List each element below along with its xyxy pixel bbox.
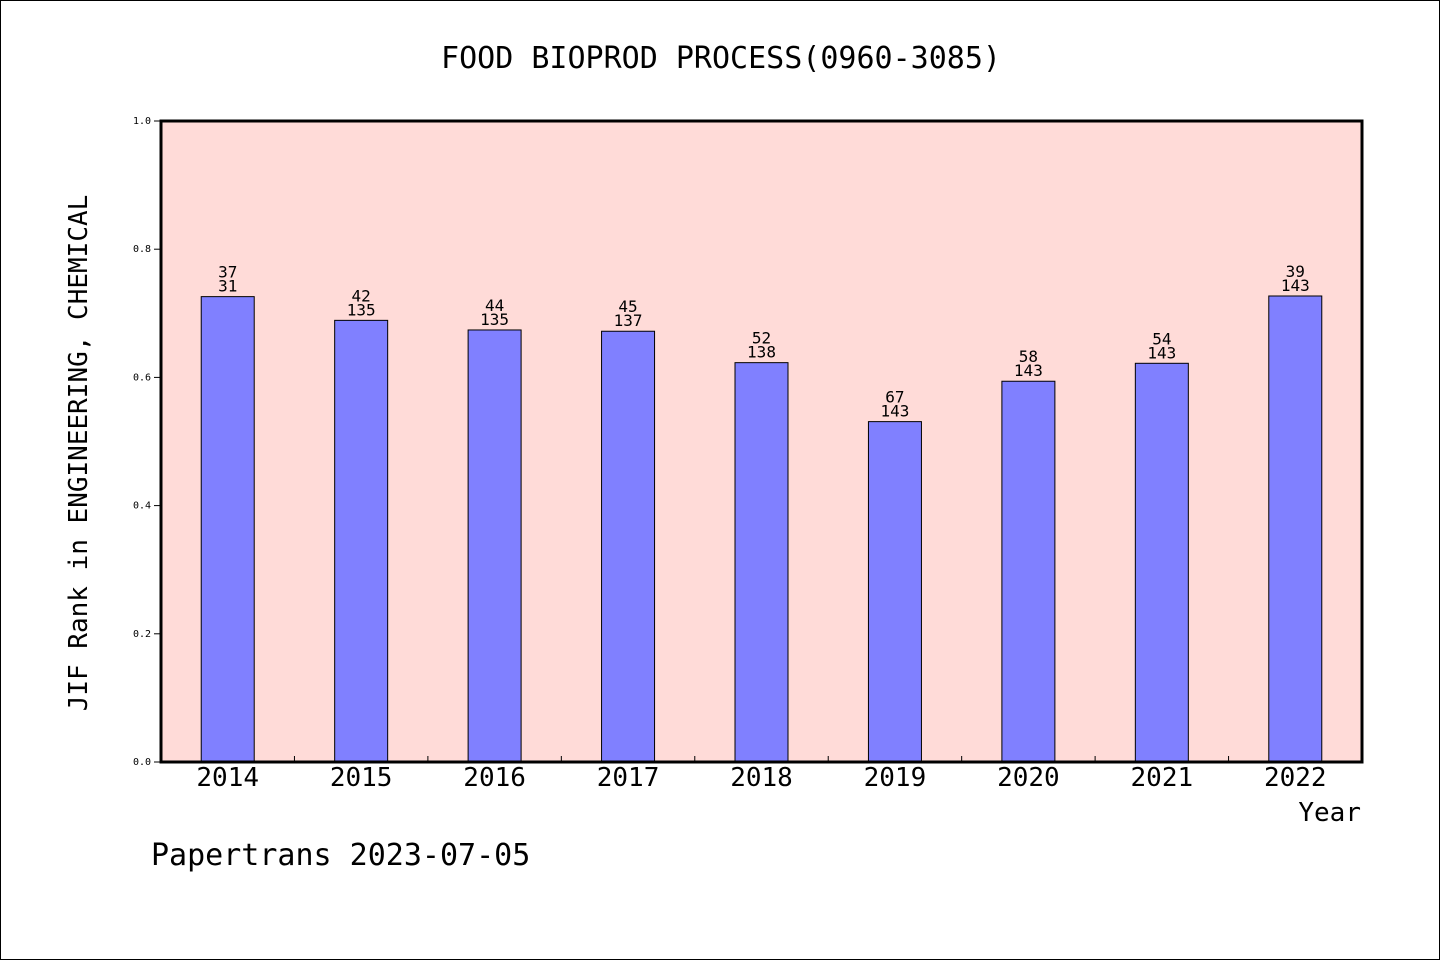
x-tick-label: 2022	[1264, 763, 1327, 793]
bar-2014	[200, 296, 255, 763]
bar-rank-label: 67	[885, 388, 904, 407]
bar-rank-label: 54	[1152, 329, 1171, 348]
bar-2022	[1268, 295, 1323, 763]
x-tick-label: 2020	[997, 763, 1060, 793]
bar-rank-label: 37	[218, 263, 237, 282]
bar-2020	[1001, 380, 1056, 763]
bar-total-label: 31	[218, 277, 237, 296]
x-tick-label: 2016	[463, 763, 526, 793]
y-tick-label: 0.2	[133, 629, 151, 640]
bar-total-label: 135	[480, 310, 509, 329]
x-tick-label: 2019	[864, 763, 927, 793]
bar-total-label: 135	[347, 300, 376, 319]
bar-2018	[734, 362, 789, 763]
y-axis-label: JIF Rank in ENGINEERING, CHEMICAL	[64, 195, 94, 712]
bar-total-label: 138	[747, 343, 776, 362]
bar-total-label: 143	[880, 402, 909, 421]
bars	[200, 295, 1323, 763]
bar-2017	[601, 330, 656, 763]
y-axis: 0.0 0.2 0.4 0.6 0.8 1.0	[133, 116, 161, 768]
bar-total-label: 143	[1014, 361, 1043, 380]
bar-2019	[867, 421, 922, 763]
y-tick-label: 0.4	[133, 501, 151, 512]
bar-total-label: 143	[1281, 276, 1310, 295]
bar-rank-label: 44	[485, 296, 504, 315]
bar-2021	[1134, 362, 1189, 763]
y-tick-label: 0.8	[133, 244, 151, 255]
x-axis-label: Year	[1298, 798, 1361, 828]
bar-2015	[334, 319, 389, 763]
bar-rank-label: 42	[352, 286, 371, 305]
bar-total-label: 137	[614, 311, 643, 330]
x-axis: 2014 2015 2016 2017 2018 2019 2020 2021 2022	[196, 756, 1327, 793]
bar-2016	[467, 329, 522, 763]
bar-rank-label: 39	[1286, 262, 1305, 281]
bar-rank-label: 45	[618, 297, 637, 316]
y-tick-label: 0.0	[133, 757, 151, 768]
chart-title: FOOD BIOPROD PROCESS(0960-3085)	[441, 41, 1001, 76]
plot-border	[159, 119, 1364, 764]
x-tick-label: 2018	[730, 763, 793, 793]
x-tick-label: 2017	[597, 763, 660, 793]
x-tick-label: 2015	[330, 763, 393, 793]
y-tick-label: 0.6	[133, 372, 151, 383]
bar-rank-label: 58	[1019, 347, 1038, 366]
bar-total-label: 143	[1147, 343, 1176, 362]
bar-rank-label: 52	[752, 329, 771, 348]
y-tick-label: 1.0	[133, 116, 151, 127]
x-tick-label: 2021	[1131, 763, 1194, 793]
credit-text: Papertrans 2023-07-05	[151, 838, 530, 873]
x-tick-label: 2014	[196, 763, 259, 793]
